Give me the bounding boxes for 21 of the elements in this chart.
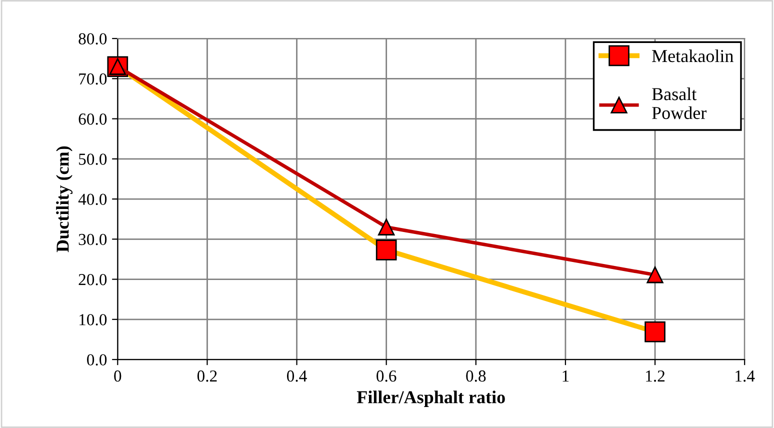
y-tick-label: 70.0 bbox=[79, 73, 107, 85]
x-tick-label: 0.4 bbox=[286, 370, 307, 382]
y-tick-label: 80.0 bbox=[78, 33, 107, 45]
x-tick-label: 1.4 bbox=[736, 370, 755, 382]
y-tick-label: 20.0 bbox=[78, 274, 107, 286]
y-tick-label: 0.0 bbox=[87, 354, 107, 366]
legend-label: Metakaolin bbox=[652, 49, 734, 62]
x-tick-label: 0.2 bbox=[197, 370, 217, 382]
x-tick-label: 1 bbox=[562, 370, 569, 382]
y-tick-label: 60.0 bbox=[78, 113, 107, 125]
y-tick-label: 30.0 bbox=[78, 234, 107, 246]
x-tick-label: 0 bbox=[114, 370, 122, 382]
y-axis-title: Ductility (cm) bbox=[56, 146, 73, 252]
x-tick-label: 0.6 bbox=[376, 370, 396, 382]
y-tick-label: 40.0 bbox=[78, 194, 107, 206]
x-tick-label: 1.2 bbox=[646, 370, 665, 382]
y-tick-label: 10.0 bbox=[80, 314, 107, 326]
x-tick-label: 0.8 bbox=[466, 370, 486, 382]
x-axis-title: Filler/Asphalt ratio bbox=[356, 390, 505, 407]
legend-label: Basalt Powder bbox=[652, 88, 707, 120]
y-tick-label: 50.0 bbox=[79, 154, 107, 165]
